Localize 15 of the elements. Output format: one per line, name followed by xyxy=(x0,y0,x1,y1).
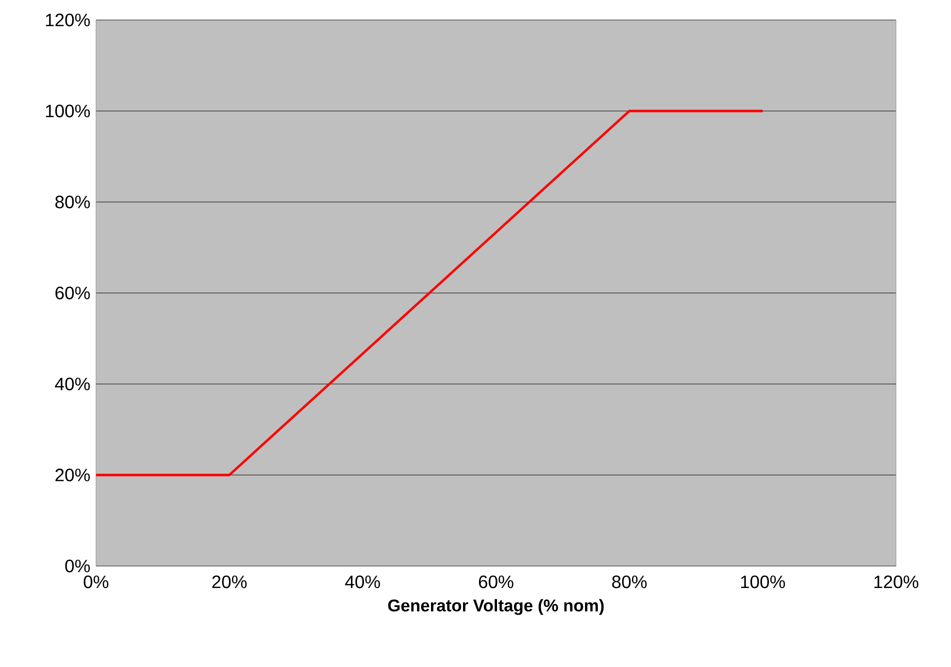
x-axis-title: Generator Voltage (% nom) xyxy=(388,599,604,615)
y-tick-label: 100% xyxy=(46,104,90,118)
x-tick-label: 60% xyxy=(478,576,514,588)
y-tick-label: 60% xyxy=(55,286,90,300)
y-tick-label: 40% xyxy=(54,378,90,390)
y-tick-label: 20% xyxy=(55,468,90,482)
x-tick-label: 40% xyxy=(345,576,380,588)
x-tick-label: 100% xyxy=(741,576,785,588)
y-tick-label: 120% xyxy=(46,14,90,26)
y-tick-label: 0% xyxy=(65,560,90,572)
x-tick-label: 80% xyxy=(612,576,647,588)
x-tick-label: 0% xyxy=(84,576,108,588)
x-tick-label: 120% xyxy=(874,576,918,588)
x-tick-label: 20% xyxy=(212,576,247,588)
y-tick-label: 80% xyxy=(55,196,90,208)
